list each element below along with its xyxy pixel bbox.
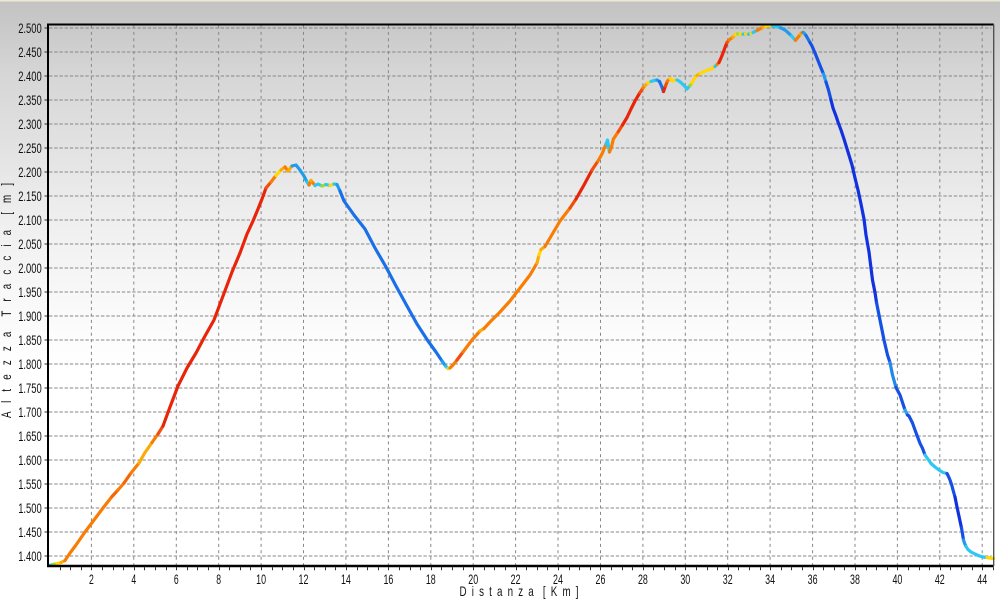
svg-text:4: 4: [131, 572, 136, 587]
svg-text:2.050: 2.050: [18, 237, 42, 252]
svg-text:2.450: 2.450: [18, 45, 42, 60]
svg-text:1.500: 1.500: [18, 501, 42, 516]
svg-text:1.950: 1.950: [18, 285, 42, 300]
svg-text:26: 26: [596, 572, 606, 587]
svg-text:1.450: 1.450: [18, 525, 42, 540]
svg-text:10: 10: [256, 572, 266, 587]
svg-text:1.850: 1.850: [18, 333, 42, 348]
svg-text:2.350: 2.350: [18, 93, 42, 108]
svg-text:20: 20: [468, 572, 478, 587]
svg-text:2.150: 2.150: [18, 189, 42, 204]
svg-text:12: 12: [299, 572, 309, 587]
svg-text:2.400: 2.400: [18, 69, 42, 84]
svg-text:2.500: 2.500: [18, 21, 42, 36]
svg-text:1.650: 1.650: [18, 429, 42, 444]
svg-text:40: 40: [892, 572, 902, 587]
svg-text:38: 38: [850, 572, 860, 587]
svg-text:1.900: 1.900: [18, 309, 42, 324]
svg-text:2.200: 2.200: [18, 165, 42, 180]
svg-text:1.600: 1.600: [18, 453, 42, 468]
svg-text:14: 14: [341, 572, 351, 587]
svg-text:44: 44: [977, 572, 987, 587]
svg-text:2.000: 2.000: [18, 261, 42, 276]
svg-text:1.800: 1.800: [18, 357, 42, 372]
svg-text:28: 28: [638, 572, 648, 587]
svg-text:1.400: 1.400: [18, 549, 42, 564]
svg-text:16: 16: [383, 572, 393, 587]
svg-text:1.700: 1.700: [18, 405, 42, 420]
svg-text:2.300: 2.300: [18, 117, 42, 132]
svg-text:2: 2: [89, 572, 94, 587]
svg-text:42: 42: [935, 572, 945, 587]
svg-text:D i s t a n z a [ K m ]: D i s t a n z a [ K m ]: [460, 585, 579, 600]
svg-text:2.100: 2.100: [18, 213, 42, 228]
svg-text:24: 24: [553, 572, 563, 587]
svg-text:1.550: 1.550: [18, 477, 42, 492]
svg-text:8: 8: [216, 572, 221, 587]
svg-text:34: 34: [765, 572, 775, 587]
svg-text:18: 18: [426, 572, 436, 587]
svg-text:30: 30: [680, 572, 690, 587]
svg-text:22: 22: [511, 572, 521, 587]
svg-text:6: 6: [174, 572, 179, 587]
svg-text:36: 36: [808, 572, 818, 587]
svg-text:2.250: 2.250: [18, 141, 42, 156]
svg-text:1.750: 1.750: [18, 381, 42, 396]
svg-text:32: 32: [723, 572, 733, 587]
